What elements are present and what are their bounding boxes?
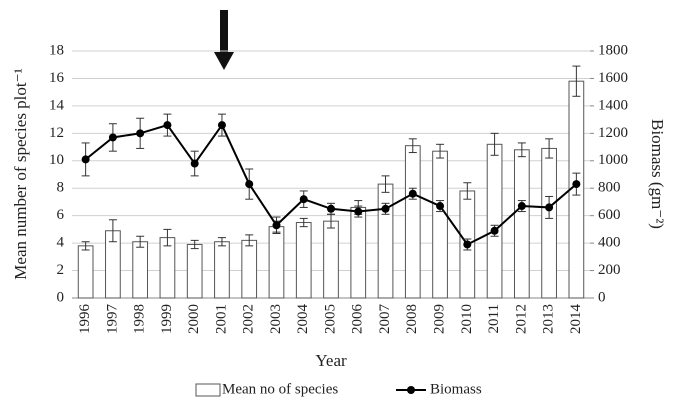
y2-tick-label: 1400 (598, 97, 628, 113)
bar (214, 241, 230, 299)
point (245, 180, 254, 189)
x-tick-label: 1998 (132, 304, 148, 334)
x-tick-label: 2010 (459, 304, 475, 334)
bar (132, 241, 149, 299)
x-tick-label: 2002 (241, 304, 257, 334)
x-tick-label: 2013 (541, 304, 557, 334)
point (190, 159, 199, 168)
bar (186, 243, 203, 299)
y-tick-label: 2 (57, 262, 65, 278)
bar (404, 145, 421, 299)
bar (268, 226, 285, 299)
x-tick-label: 2000 (186, 304, 202, 334)
legend-swatch (195, 383, 221, 397)
point (463, 240, 472, 249)
y2-tick-label: 200 (598, 262, 621, 278)
y-axis-title: Mean number of species plot⁻¹ (11, 68, 30, 279)
point (490, 226, 499, 235)
x-tick-label: 2008 (404, 304, 420, 334)
y2-tick-label: 800 (598, 180, 621, 196)
point (545, 203, 554, 212)
x-tick-label: 2004 (295, 304, 311, 335)
legend-label: Biomass (430, 381, 482, 397)
bar (486, 143, 503, 299)
point (163, 121, 172, 130)
x-tick-label: 1996 (77, 304, 93, 335)
point (136, 129, 145, 138)
y2-axis-title: Biomass (gm⁻²) (648, 119, 667, 229)
point (81, 155, 90, 164)
bar (241, 239, 258, 299)
x-tick-label: 2007 (377, 304, 393, 335)
y2-tick-label: 1600 (598, 70, 628, 86)
legend-swatch (407, 386, 415, 394)
y-tick-label: 14 (49, 97, 65, 113)
y-tick-label: 16 (49, 70, 65, 86)
point (381, 204, 390, 213)
y-tick-label: 12 (49, 125, 64, 141)
point (327, 204, 335, 213)
point (299, 195, 308, 204)
bar (350, 206, 367, 299)
legend-label: Mean no of species (222, 381, 338, 397)
x-tick-label: 2011 (486, 304, 502, 333)
x-tick-label: 2001 (213, 304, 229, 334)
bar (159, 237, 176, 299)
bar (295, 222, 312, 299)
x-tick-label: 2005 (322, 304, 338, 334)
point (272, 221, 281, 230)
bar (323, 220, 339, 299)
point (408, 189, 417, 198)
x-tick-label: 2009 (431, 304, 447, 334)
point (217, 121, 226, 130)
x-tick-label: 2006 (350, 304, 366, 335)
arrow (214, 10, 234, 70)
y-tick-label: 0 (57, 289, 65, 305)
y-tick-label: 18 (49, 42, 64, 58)
y2-tick-label: 1800 (598, 42, 628, 58)
point (572, 180, 581, 189)
y-tick-label: 10 (49, 152, 64, 168)
bar (513, 149, 530, 299)
y2-tick-label: 1200 (598, 125, 628, 141)
x-tick-label: 2003 (268, 304, 284, 334)
y2-tick-label: 1000 (598, 152, 628, 168)
x-tick-label: 2012 (513, 304, 529, 334)
point (517, 202, 526, 211)
x-tick-label: 1997 (104, 304, 120, 335)
bar (432, 150, 448, 299)
point (436, 202, 445, 211)
y2-tick-label: 0 (598, 289, 606, 305)
y-tick-label: 6 (57, 207, 65, 223)
y-tick-label: 4 (57, 235, 65, 251)
bar (541, 147, 557, 299)
y2-tick-label: 600 (598, 207, 621, 223)
bar (377, 183, 394, 299)
x-axis-title: Year (315, 351, 347, 370)
bar (77, 245, 94, 299)
x-tick-label: 1999 (159, 304, 175, 334)
y-tick-label: 8 (57, 180, 65, 196)
point (354, 207, 363, 216)
x-tick-label: 2014 (568, 304, 584, 335)
y2-tick-label: 400 (598, 235, 621, 251)
point (108, 133, 117, 142)
